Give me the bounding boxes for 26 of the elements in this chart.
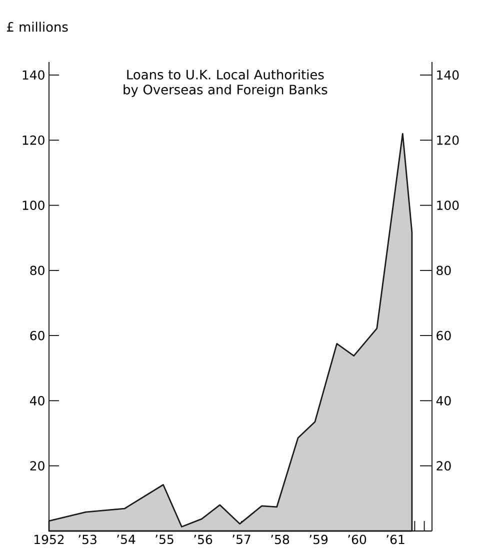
y2-tick-label: 140 (437, 70, 459, 80)
x-tick-label: ’53 (78, 534, 96, 544)
y2-tick-label: 100 (437, 200, 459, 210)
y-tick-label: 60 (30, 330, 44, 340)
y-tick-label: 80 (30, 266, 44, 276)
x-tick-label: ’55 (156, 534, 174, 544)
y-tick-label: 20 (30, 461, 44, 471)
y-tick-label: 120 (22, 135, 44, 145)
y-axis-title: £ millions (7, 22, 68, 32)
y2-tick-label: 40 (436, 396, 451, 406)
y2-tick-label: 20 (436, 461, 451, 471)
text: Loans to U.K. Local Authorities by Overseas and Foreign Banks (124, 69, 328, 97)
y2-tick-label: 80 (436, 266, 451, 276)
x-tick-label: ’59 (310, 534, 328, 544)
y-tick-label: 40 (30, 396, 44, 406)
x-tick-label: ’54 (117, 534, 136, 544)
y2-tick-label: 60 (436, 330, 451, 340)
y2-tick-label: 120 (437, 135, 459, 145)
x-tick-label: ’56 (194, 534, 212, 544)
y-tick-label: 100 (22, 200, 44, 210)
y-tick-label: 140 (22, 70, 44, 80)
x-tick-label: ’58 (271, 534, 290, 544)
x-tick-label: ’60 (348, 534, 366, 544)
x-tick-label: 1952 (34, 534, 64, 544)
x-tick-label: ’61 (386, 534, 404, 544)
x-tick-label: ’57 (232, 534, 250, 544)
